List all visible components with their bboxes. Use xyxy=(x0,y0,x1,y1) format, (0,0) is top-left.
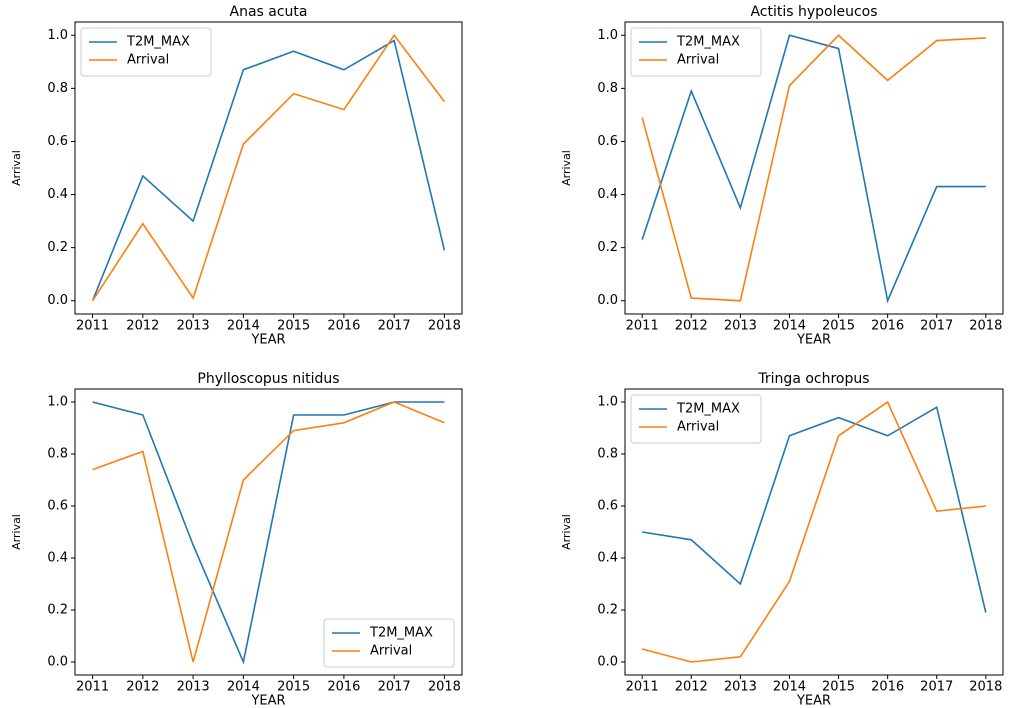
x-tick-label: 2013 xyxy=(724,319,757,334)
x-axis-label: YEAR xyxy=(250,333,285,348)
x-tick-label: 2015 xyxy=(277,680,310,695)
y-tick-label: 1.0 xyxy=(597,28,618,43)
x-tick-label: 2013 xyxy=(724,680,757,695)
y-tick-label: 0.6 xyxy=(597,499,618,514)
y-tick-label: 0.6 xyxy=(47,134,68,149)
axes-frame xyxy=(624,21,1004,315)
y-tick-label: 0.2 xyxy=(597,240,618,255)
x-tick-label: 2016 xyxy=(871,680,904,695)
x-tick-label: 2014 xyxy=(773,680,806,695)
y-tick-label: 0.6 xyxy=(597,134,618,149)
x-axis-label: YEAR xyxy=(250,694,285,708)
x-tick-label: 2015 xyxy=(277,319,310,334)
y-tick-label: 0.4 xyxy=(597,551,618,566)
x-tick-label: 2012 xyxy=(675,680,708,695)
y-tick-label: 0.0 xyxy=(597,655,618,670)
y-tick-label: 0.8 xyxy=(597,81,618,96)
x-tick-label: 2017 xyxy=(378,319,411,334)
x-tick-label: 2017 xyxy=(920,319,953,334)
y-tick-label: 0.0 xyxy=(47,293,68,308)
x-axis-label: YEAR xyxy=(796,333,831,348)
x-tick-label: 2012 xyxy=(126,680,159,695)
y-tick-label: 1.0 xyxy=(597,395,618,410)
x-tick-label: 2012 xyxy=(126,319,159,334)
x-tick-label: 2013 xyxy=(177,680,210,695)
y-tick-label: 0.4 xyxy=(47,187,68,202)
x-tick-label: 2014 xyxy=(773,319,806,334)
y-tick-label: 0.6 xyxy=(47,499,68,514)
series-line xyxy=(91,39,446,302)
series-line xyxy=(641,34,986,302)
y-tick-label: 0.8 xyxy=(47,81,68,96)
legend-label: Arrival xyxy=(677,420,719,435)
axes-frame xyxy=(624,388,1004,676)
y-tick-label: 0.2 xyxy=(47,240,68,255)
x-tick-label: 2017 xyxy=(378,680,411,695)
legend-box xyxy=(630,27,762,77)
series-line xyxy=(91,33,446,302)
y-tick-label: 1.0 xyxy=(47,28,68,43)
legend-label: T2M_MAX xyxy=(126,35,190,50)
x-tick-label: 2011 xyxy=(626,319,659,334)
legend-label: Arrival xyxy=(677,53,719,68)
y-tick-label: 1.0 xyxy=(47,395,68,410)
chart-title: Anas acuta xyxy=(230,4,308,20)
y-tick-label: 0.2 xyxy=(597,603,618,618)
x-tick-label: 2013 xyxy=(177,319,210,334)
chart-title: Tringa ochropus xyxy=(757,371,869,387)
x-tick-label: 2016 xyxy=(871,319,904,334)
y-tick-label: 0.0 xyxy=(597,293,618,308)
x-tick-label: 2015 xyxy=(822,680,855,695)
x-tick-label: 2011 xyxy=(76,319,109,334)
legend-box xyxy=(323,618,455,668)
series-line xyxy=(641,400,986,663)
legend-label: Arrival xyxy=(370,644,412,659)
x-tick-label: 2014 xyxy=(227,319,260,334)
x-tick-label: 2016 xyxy=(327,680,360,695)
x-tick-label: 2018 xyxy=(969,319,1002,334)
legend-label: T2M_MAX xyxy=(676,402,740,417)
chart-title: Phylloscopus nitidus xyxy=(197,371,339,387)
chart-title: Actitis hypoleucos xyxy=(750,4,877,20)
x-tick-label: 2011 xyxy=(76,680,109,695)
legend-label: T2M_MAX xyxy=(369,626,433,641)
axes-frame xyxy=(74,388,463,676)
x-tick-label: 2018 xyxy=(428,680,461,695)
series-line xyxy=(641,34,986,304)
series-line xyxy=(642,405,987,613)
y-tick-label: 0.4 xyxy=(47,551,68,566)
y-tick-label: 0.8 xyxy=(597,447,618,462)
x-tick-label: 2018 xyxy=(969,680,1002,695)
legend-box xyxy=(630,394,762,444)
legend-box xyxy=(80,27,212,77)
x-tick-label: 2016 xyxy=(327,319,360,334)
legend-label: Arrival xyxy=(127,53,169,68)
x-tick-label: 2018 xyxy=(428,319,461,334)
axes-frame xyxy=(74,21,463,315)
x-tick-label: 2011 xyxy=(626,680,659,695)
legend-label: T2M_MAX xyxy=(676,35,740,50)
x-tick-label: 2017 xyxy=(920,680,953,695)
y-tick-label: 0.4 xyxy=(597,187,618,202)
x-axis-label: YEAR xyxy=(796,694,831,708)
y-axis-label: Arrival xyxy=(10,150,23,186)
y-axis-label: Arrival xyxy=(10,514,23,550)
x-tick-label: 2012 xyxy=(675,319,708,334)
x-tick-label: 2014 xyxy=(227,680,260,695)
y-tick-label: 0.0 xyxy=(47,655,68,670)
y-axis-label: Arrival xyxy=(560,514,573,550)
y-tick-label: 0.8 xyxy=(47,447,68,462)
y-axis-label: Arrival xyxy=(560,150,573,186)
y-tick-label: 0.2 xyxy=(47,603,68,618)
series-line xyxy=(92,401,445,663)
x-tick-label: 2015 xyxy=(822,319,855,334)
series-line xyxy=(92,401,445,665)
